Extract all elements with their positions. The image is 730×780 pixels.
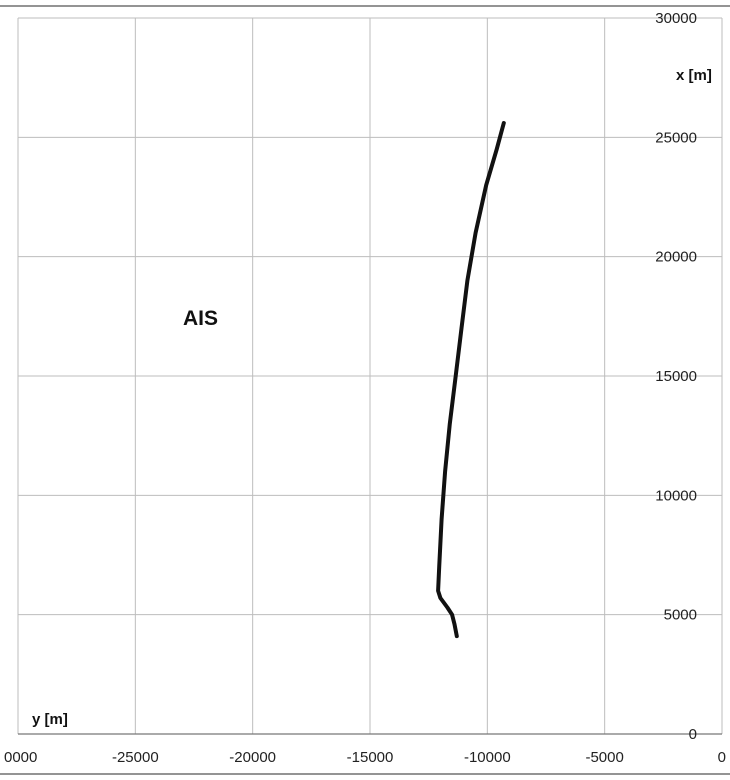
ais-trajectory-line [436,121,506,639]
y-tick-labels: 0 5000 10000 15000 20000 25000 30000 [655,10,697,743]
grid [17,17,723,735]
x-tick-label: -10000 [464,749,511,766]
series-layer [436,121,506,639]
y-axis-label: x [m] [676,67,712,84]
y-tick-label: 15000 [655,368,697,385]
y-tick-label: 5000 [664,607,697,624]
x-tick-label: 0 [718,749,726,766]
y-tick-label: 25000 [655,129,697,146]
chart-frame [0,5,730,775]
y-tick-label: 10000 [655,487,697,504]
chart-annotation: AIS [183,307,218,330]
x-tick-label: -25000 [112,749,159,766]
x-axis-label: y [m] [32,711,68,728]
x-tick-label: -15000 [347,749,394,766]
x-tick-labels: 0000 -25000 -20000 -15000 -10000 -5000 0 [4,749,726,766]
y-tick-label: 20000 [655,249,697,266]
y-tick-label: 30000 [655,10,697,27]
x-tick-label: -5000 [585,749,623,766]
y-tick-label: 0 [689,726,697,743]
x-tick-label: -20000 [229,749,276,766]
x-tick-label: 0000 [4,749,37,766]
